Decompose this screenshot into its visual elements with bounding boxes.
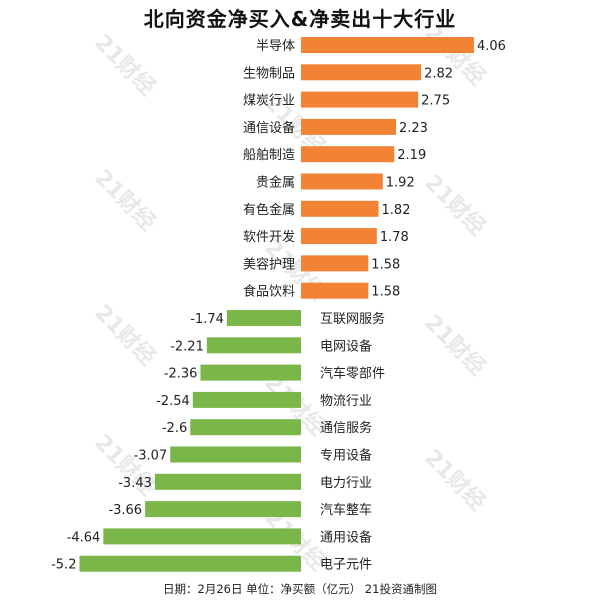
bar — [301, 200, 379, 217]
category-label: 美容护理 — [243, 256, 295, 272]
data-label: 1.58 — [371, 285, 400, 300]
data-label: 1.82 — [382, 203, 411, 218]
category-label: 电力行业 — [320, 476, 372, 491]
category-label: 通信服务 — [320, 420, 372, 436]
data-label: -3.07 — [134, 449, 168, 464]
data-label: 1.92 — [386, 176, 415, 191]
category-label: 煤炭行业 — [243, 94, 295, 109]
bar — [301, 255, 369, 272]
category-label: 贵金属 — [256, 175, 295, 191]
data-label: -2.21 — [170, 339, 204, 354]
bar — [192, 391, 301, 408]
category-label: 通用设备 — [320, 529, 372, 545]
bar — [190, 419, 301, 436]
category-label: 物流行业 — [320, 394, 372, 409]
data-label: -5.2 — [51, 558, 76, 573]
data-label: 1.78 — [380, 230, 409, 245]
watermark-text: 21财经 — [419, 309, 490, 380]
bar — [103, 528, 301, 545]
bar — [301, 228, 377, 245]
bar — [154, 473, 301, 490]
bar — [200, 364, 301, 381]
category-label: 专用设备 — [320, 448, 372, 464]
data-label: -1.74 — [190, 312, 224, 327]
data-label: -2.54 — [156, 394, 190, 409]
category-label: 互联网服务 — [320, 311, 385, 327]
data-label: 4.06 — [477, 39, 506, 54]
watermark-text: 21财经 — [419, 444, 490, 515]
category-label: 电网设备 — [320, 338, 372, 354]
bar — [170, 446, 301, 463]
data-label: -3.43 — [118, 476, 152, 491]
data-label: 2.75 — [421, 94, 450, 109]
category-label: 汽车零部件 — [320, 366, 385, 382]
bar — [301, 146, 395, 163]
category-label: 汽车整车 — [320, 502, 372, 518]
category-label: 半导体 — [256, 39, 295, 54]
bar — [301, 173, 383, 190]
data-label: -4.64 — [67, 530, 101, 545]
data-label: -2.36 — [164, 367, 198, 382]
bar — [206, 337, 301, 354]
data-label: 1.58 — [371, 257, 400, 272]
data-label: 2.19 — [397, 148, 426, 163]
bar — [79, 555, 301, 572]
data-label: -3.66 — [108, 503, 142, 518]
category-label: 船舶制造 — [243, 147, 295, 163]
category-label: 食品饮料 — [243, 284, 295, 300]
watermark-text: 21财经 — [419, 169, 490, 240]
data-label: 2.82 — [424, 66, 453, 81]
bar — [226, 310, 301, 326]
category-label: 电子元件 — [320, 558, 372, 573]
watermark-text: 21财经 — [89, 29, 160, 100]
bar — [301, 37, 474, 53]
watermark-text: 21财经 — [89, 164, 160, 235]
chart-footnote: 日期：2月26日 单位：净买额（亿元） 21投资通制图 — [163, 582, 437, 596]
bar — [145, 501, 301, 518]
category-label: 通信设备 — [243, 120, 295, 136]
bar — [301, 64, 422, 81]
watermark-text: 21财经 — [89, 299, 160, 370]
category-label: 生物制品 — [243, 66, 295, 81]
bar — [301, 118, 396, 135]
bar — [301, 282, 369, 299]
category-label: 软件开发 — [243, 229, 295, 245]
data-label: 2.23 — [399, 121, 428, 136]
bar — [301, 91, 419, 108]
chart-title: 北向资金净买入&净卖出十大行业 — [143, 7, 457, 31]
category-label: 有色金属 — [243, 202, 295, 218]
data-label: -2.6 — [162, 421, 187, 436]
